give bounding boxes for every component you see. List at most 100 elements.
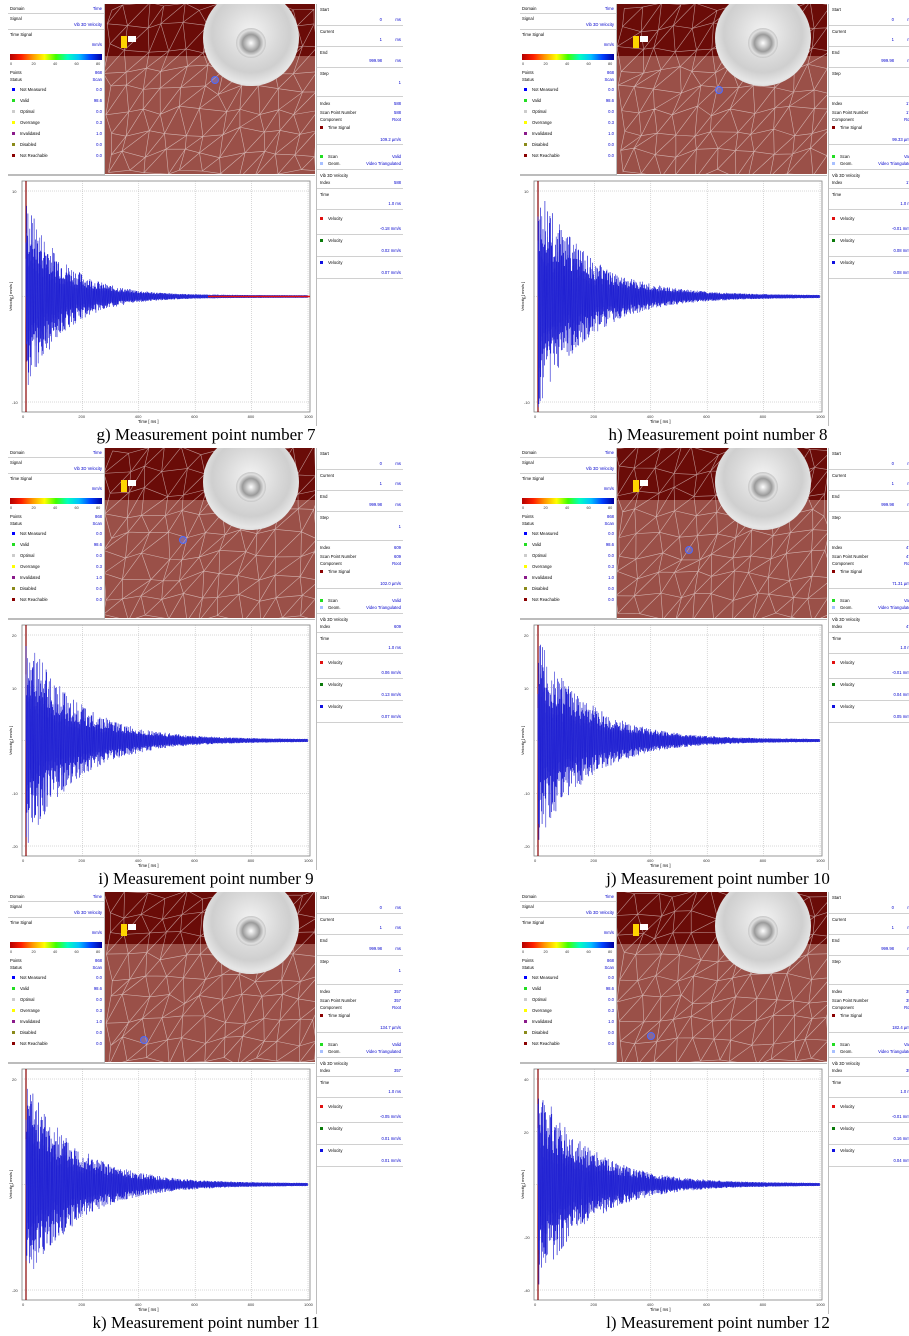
status-swatch (524, 132, 527, 135)
status-row-value: 0.0 (96, 1030, 102, 1035)
video-view[interactable] (617, 4, 827, 174)
time-value: 1.0 ms (900, 645, 909, 650)
start-value: 0 (379, 461, 382, 466)
colorbar (10, 54, 102, 60)
index2-label: Index (832, 180, 843, 185)
video-view[interactable] (105, 448, 315, 618)
lid-hub (748, 472, 778, 502)
scale-bar-icon (633, 36, 639, 48)
velocity-swatch (832, 217, 835, 220)
points-value: 868 (95, 958, 102, 963)
start-unit: ms (907, 461, 909, 466)
status-row-value: 0.0 (608, 997, 614, 1002)
measurement-point-marker[interactable] (140, 1036, 148, 1044)
video-view[interactable] (617, 448, 827, 618)
status-value: Scan (604, 521, 614, 526)
scan-value: Valid (903, 1042, 909, 1047)
geom-swatch (832, 1050, 835, 1053)
y-tick-label: -20 (12, 1288, 18, 1293)
end-unit: ms (395, 58, 401, 63)
video-view[interactable] (105, 4, 315, 174)
start-value: 0 (379, 17, 382, 22)
velocity-swatch (320, 217, 323, 220)
divider (829, 169, 909, 170)
scan-label: Scan (328, 598, 338, 603)
status-row-label: Not Reachable (532, 597, 560, 602)
velocity-plot[interactable]: 40 20 0 -20 -40 0 200 400 600 800 1000 Velocity [ m… (520, 1063, 827, 1314)
status-panel: Domain Time Signal Vib 3D Velocity Time Sign… (520, 892, 617, 1063)
velocity-plot[interactable]: 20 0 -20 0 200 400 600 800 1000 Velocity [ mm/s ]… (8, 1063, 315, 1314)
status-swatch (524, 1020, 527, 1023)
scale-bar-icon (128, 924, 136, 930)
status-value: Scan (92, 521, 102, 526)
scan-point-label: Scan Point Number (320, 554, 357, 559)
status-swatch (524, 154, 527, 157)
scan-swatch (320, 1043, 323, 1046)
measurement-point-marker[interactable] (211, 76, 219, 84)
velocity-plot[interactable]: 20 10 0 -10 -20 0 200 400 600 800 1000 Velocity [ m… (520, 619, 827, 870)
domain-label: Domain (10, 6, 25, 11)
divider (317, 25, 403, 26)
measurement-point-marker[interactable] (179, 536, 187, 544)
measurement-point-marker[interactable] (685, 546, 693, 554)
time-value: 1.0 ms (388, 645, 401, 650)
y-tick-label: -20 (524, 844, 530, 849)
component-value: Root (392, 1005, 401, 1010)
y-tick-label: 0 (12, 294, 15, 300)
divider (829, 1057, 909, 1058)
scan-value: Valid (391, 598, 401, 603)
scale-bar (121, 924, 136, 936)
velocity-plot[interactable]: 10 0 -10 0 200 400 600 800 1000 Velocity [ mm/s ]… (8, 175, 315, 426)
y-axis-label: Velocity [ mm/s ] (8, 281, 13, 311)
panel-caption: l) Measurement point number 12 (606, 1313, 830, 1332)
step-value: 1 (398, 524, 401, 529)
component-value: Root (392, 117, 401, 122)
status-row-label: Disabled (20, 1030, 37, 1035)
component-label: Component (320, 1005, 342, 1010)
status-swatch (524, 99, 527, 102)
component-label: Component (320, 117, 342, 122)
video-view[interactable] (105, 892, 315, 1062)
geom-label: Geom. (840, 1049, 853, 1054)
colorbar-tick: 60 (586, 506, 591, 510)
unit-label: mm/s (603, 486, 614, 491)
video-view[interactable] (617, 892, 827, 1062)
plot-canvas (21, 624, 311, 857)
x-tick-label: 200 (78, 1302, 86, 1307)
status-swatch (12, 987, 15, 990)
velocity-plot[interactable]: 10 0 -10 0 200 400 600 800 1000 Velocity [ mm/s ]… (520, 175, 827, 426)
scale-bar-icon (128, 36, 136, 42)
measurement-point-marker[interactable] (647, 1032, 655, 1040)
y-tick-label: -40 (524, 1288, 530, 1293)
velocity-value: 0.02 mm/s (381, 248, 401, 253)
x-tick-label: 0 (22, 858, 25, 863)
divider (520, 473, 616, 474)
velocity-swatch (832, 261, 835, 264)
time-signal-label: Time Signal (522, 476, 544, 481)
status-row-value: 0.0 (96, 153, 102, 158)
velocity-plot[interactable]: 20 10 0 -10 -20 0 200 400 600 800 1000 Velocity [ m… (8, 619, 315, 870)
measurement-point-marker[interactable] (715, 86, 723, 94)
status-swatch (524, 576, 527, 579)
status-row-value: 0.0 (608, 87, 614, 92)
start-label: Start (832, 7, 841, 12)
status-row-label: Invalidated (20, 131, 41, 136)
domain-label: Domain (522, 6, 537, 11)
status-swatch (524, 532, 527, 535)
index2-value: 588 (394, 180, 401, 185)
divider (317, 632, 403, 633)
scale-bar-icon (633, 480, 639, 492)
end-value: 999.98 (369, 502, 382, 507)
velocity-label: Velocity (840, 1148, 855, 1153)
scale-bar (121, 480, 136, 492)
x-tick-label: 200 (590, 1302, 598, 1307)
end-unit: ms (907, 946, 909, 951)
status-swatch (524, 543, 527, 546)
divider (317, 1166, 403, 1167)
x-tick-label: 400 (134, 858, 142, 863)
status-swatch (12, 132, 15, 135)
colorbar-tick: 20 (543, 506, 548, 510)
bottom-region (617, 944, 827, 1062)
colorbar-tick: 0 (522, 950, 525, 954)
end-label: End (832, 50, 840, 55)
